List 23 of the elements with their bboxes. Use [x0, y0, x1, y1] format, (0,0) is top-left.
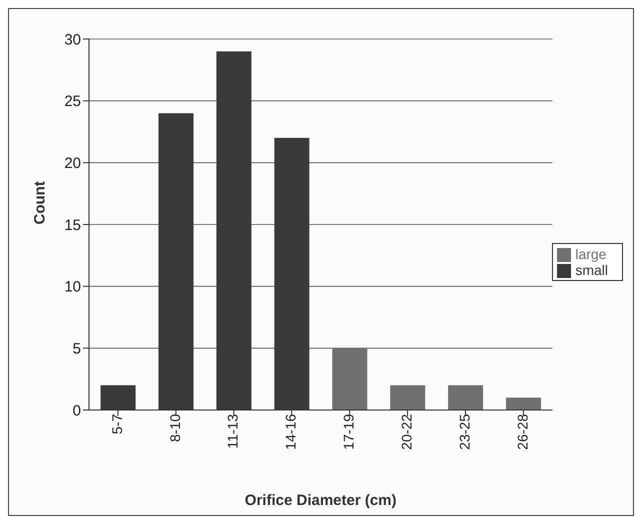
legend-label: small — [575, 262, 608, 278]
bar — [506, 398, 541, 410]
y-tick-label: 30 — [64, 31, 81, 48]
x-tick-label: 20-22 — [398, 414, 414, 450]
y-tick-label: 25 — [64, 93, 81, 110]
legend-label: large — [575, 246, 606, 262]
x-tick-label: 5-7 — [108, 414, 125, 434]
x-tick-label: 26-28 — [514, 414, 530, 450]
x-tick-label: 14-16 — [282, 414, 299, 450]
x-tick-label: 11-13 — [224, 414, 241, 449]
x-axis-title: Orifice Diameter (cm) — [244, 492, 397, 509]
x-tick-label: 17-19 — [340, 414, 357, 450]
bar — [390, 385, 426, 410]
y-axis-title: Count — [31, 181, 48, 224]
y-tick-label: 0 — [72, 402, 81, 420]
y-tick-label: 15 — [64, 216, 81, 234]
y-tick-label: 10 — [64, 278, 81, 296]
x-tick-label: 8-10 — [166, 414, 183, 442]
bar — [448, 385, 484, 410]
y-tick-label: 20 — [64, 154, 81, 172]
y-tick-label: 5 — [72, 340, 81, 358]
x-tick-label: 23-25 — [456, 414, 472, 450]
bar — [332, 348, 368, 410]
